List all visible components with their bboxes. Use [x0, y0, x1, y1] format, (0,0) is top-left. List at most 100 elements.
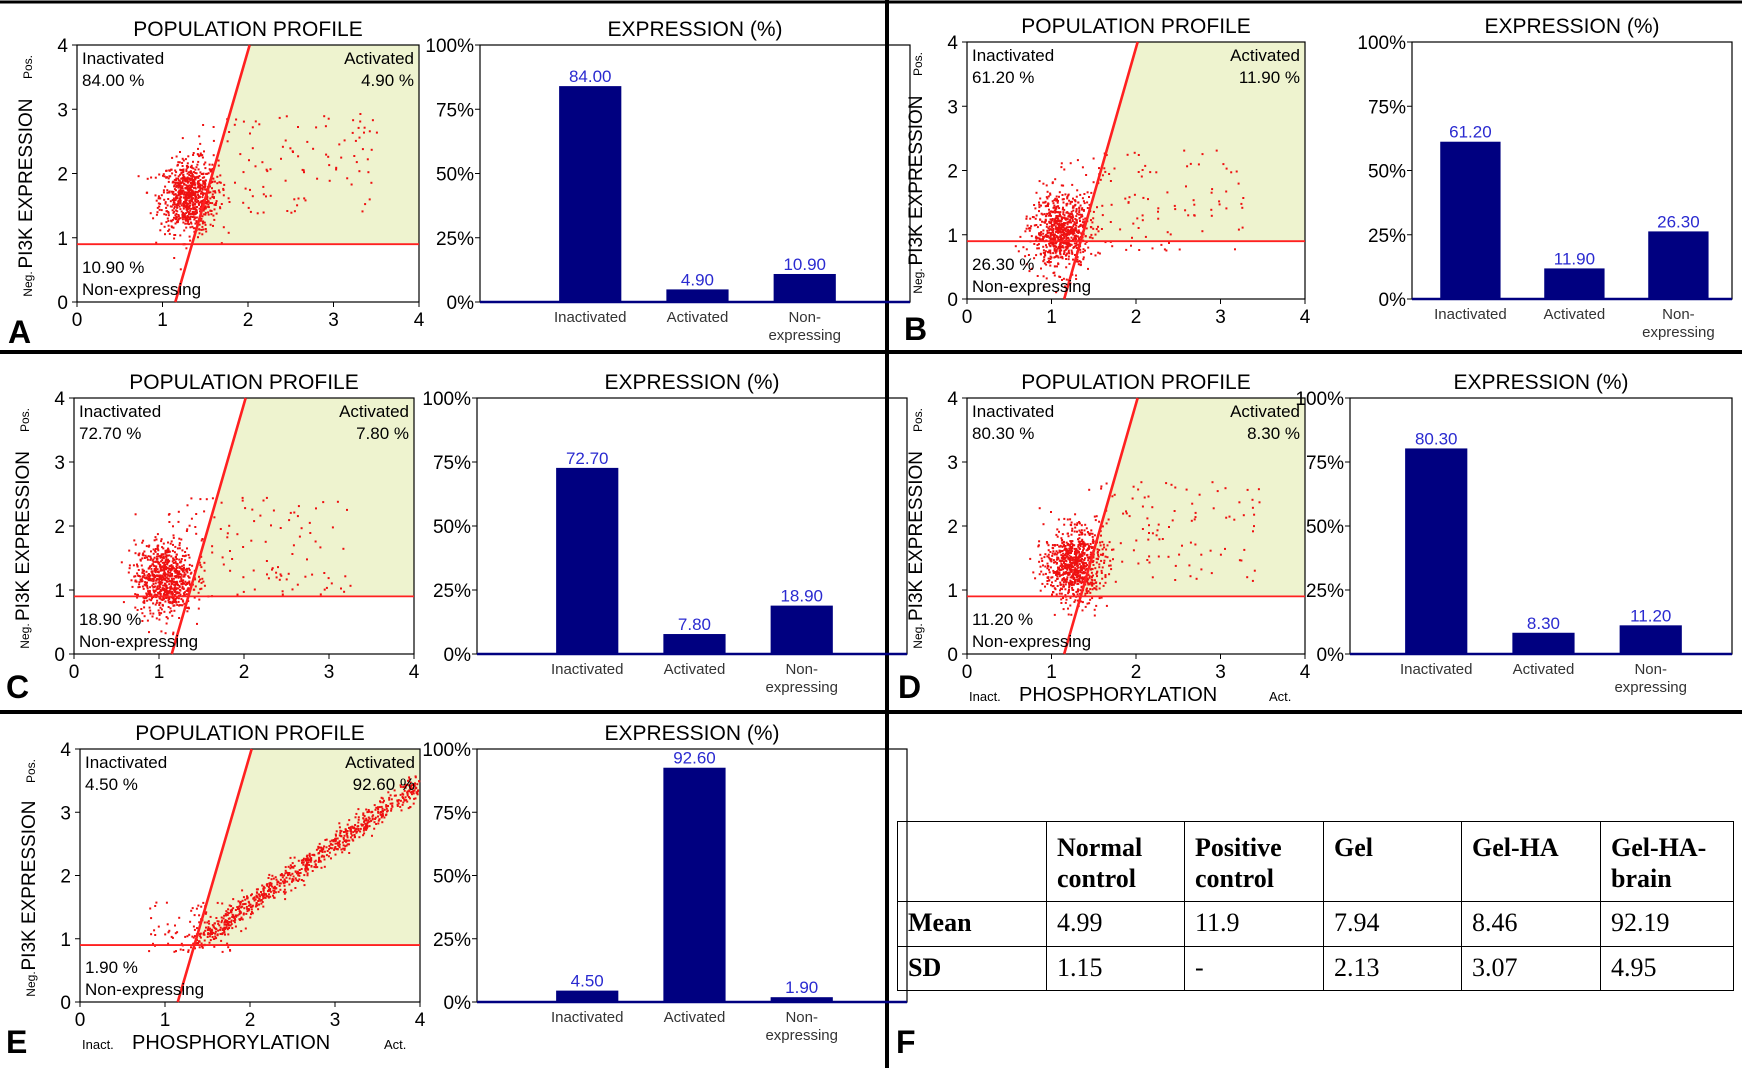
scatter-point	[277, 890, 280, 893]
scatter-point	[1068, 573, 1071, 576]
scatter-point	[1079, 589, 1082, 592]
scatter-point	[416, 783, 419, 786]
scatter-point	[1091, 568, 1094, 571]
scatter-point	[1027, 254, 1030, 256]
scatter-point	[292, 875, 295, 878]
scatter-point	[182, 564, 185, 567]
scatter-point	[213, 190, 216, 193]
scatter-point	[354, 816, 357, 819]
scatter-point	[251, 195, 254, 198]
scatter-point	[1146, 559, 1149, 561]
scatter-point	[1059, 589, 1061, 592]
scatter-point	[1072, 593, 1075, 596]
scatter-point	[146, 584, 149, 587]
scatter-point	[158, 580, 161, 583]
scatter-point	[1093, 614, 1096, 617]
scatter-point	[297, 197, 300, 200]
scatter-point	[1070, 221, 1073, 224]
scatter-point	[192, 211, 195, 214]
scatter-point	[1039, 224, 1042, 226]
scatter-point	[221, 950, 224, 953]
scatter-point	[192, 942, 195, 945]
scatter-point	[1060, 537, 1063, 540]
scatter-point	[1100, 572, 1103, 574]
scatter-point	[231, 927, 234, 930]
scatter-point	[206, 198, 209, 201]
scatter-point	[178, 179, 181, 182]
scatter-point	[1074, 562, 1077, 565]
scatter-point	[181, 137, 184, 140]
scatter-point	[173, 950, 176, 953]
scatter-point	[183, 566, 185, 569]
scatter-point	[136, 593, 139, 596]
scatter-point	[178, 570, 181, 573]
y-tick-label: 3	[947, 453, 958, 474]
scatter-point	[1077, 201, 1080, 204]
scatter-point	[160, 608, 163, 611]
scatter-point	[173, 604, 176, 607]
scatter-point	[137, 574, 140, 577]
scatter-point	[343, 847, 346, 850]
scatter-point	[1084, 533, 1087, 536]
scatter-point	[160, 568, 163, 571]
scatter-point	[1025, 248, 1028, 251]
scatter-point	[1054, 225, 1057, 228]
scatter-point	[159, 597, 162, 600]
scatter-point	[1079, 580, 1082, 583]
scatter-point	[1081, 576, 1084, 579]
scatter-point	[1050, 584, 1052, 587]
scatter-point	[259, 899, 262, 902]
scatter-point	[281, 876, 284, 879]
scatter-point	[288, 872, 291, 874]
scatter-point	[186, 583, 189, 585]
scatter-point	[413, 784, 416, 787]
scatter-point	[214, 204, 217, 206]
scatter-point	[245, 912, 248, 915]
scatter-point	[217, 929, 220, 932]
y-tick-label: 3	[57, 100, 68, 121]
scatter-point	[188, 580, 191, 583]
scatter-point	[171, 549, 174, 552]
scatter-point	[1142, 196, 1145, 199]
scatter-point	[153, 556, 156, 559]
scatter-point	[173, 558, 176, 561]
scatter-point	[1054, 221, 1057, 224]
scatter-point	[1088, 545, 1090, 548]
scatter-point	[1062, 581, 1065, 584]
scatter-point	[187, 587, 190, 590]
scatter-point	[1058, 559, 1061, 562]
scatter-point	[313, 853, 315, 856]
scatter-point	[1040, 557, 1043, 560]
scatter-point	[1060, 228, 1063, 231]
scatter-point	[178, 584, 181, 587]
scatter-point	[144, 554, 147, 557]
scatter-point	[1084, 544, 1087, 547]
scatter-point	[1061, 542, 1064, 544]
scatter-point	[1074, 571, 1077, 574]
scatter-point	[1080, 553, 1083, 556]
scatter-point	[390, 807, 393, 810]
scatter-point	[252, 569, 255, 572]
scatter-point	[209, 209, 212, 212]
scatter-point	[177, 597, 180, 600]
scatter-point	[191, 179, 194, 182]
scatter-point	[156, 206, 159, 209]
scatter-point	[351, 131, 354, 134]
scatter-point	[198, 186, 200, 189]
scatter-point	[1059, 560, 1062, 563]
scatter-point	[1058, 566, 1060, 569]
scatter-point	[404, 785, 407, 787]
scatter-point	[1064, 233, 1067, 236]
scatter-point	[173, 575, 176, 578]
scatter-point	[151, 570, 154, 573]
scatter-point	[184, 194, 187, 197]
scatter-point	[1103, 167, 1106, 170]
scatter-point	[203, 921, 206, 924]
scatter-point	[194, 203, 196, 206]
scatter-point	[177, 186, 180, 189]
scatter-point	[281, 590, 284, 593]
scatter-point	[148, 631, 150, 634]
scatter-point	[348, 852, 351, 854]
scatter-point	[250, 913, 252, 916]
scatter-point	[165, 556, 168, 559]
